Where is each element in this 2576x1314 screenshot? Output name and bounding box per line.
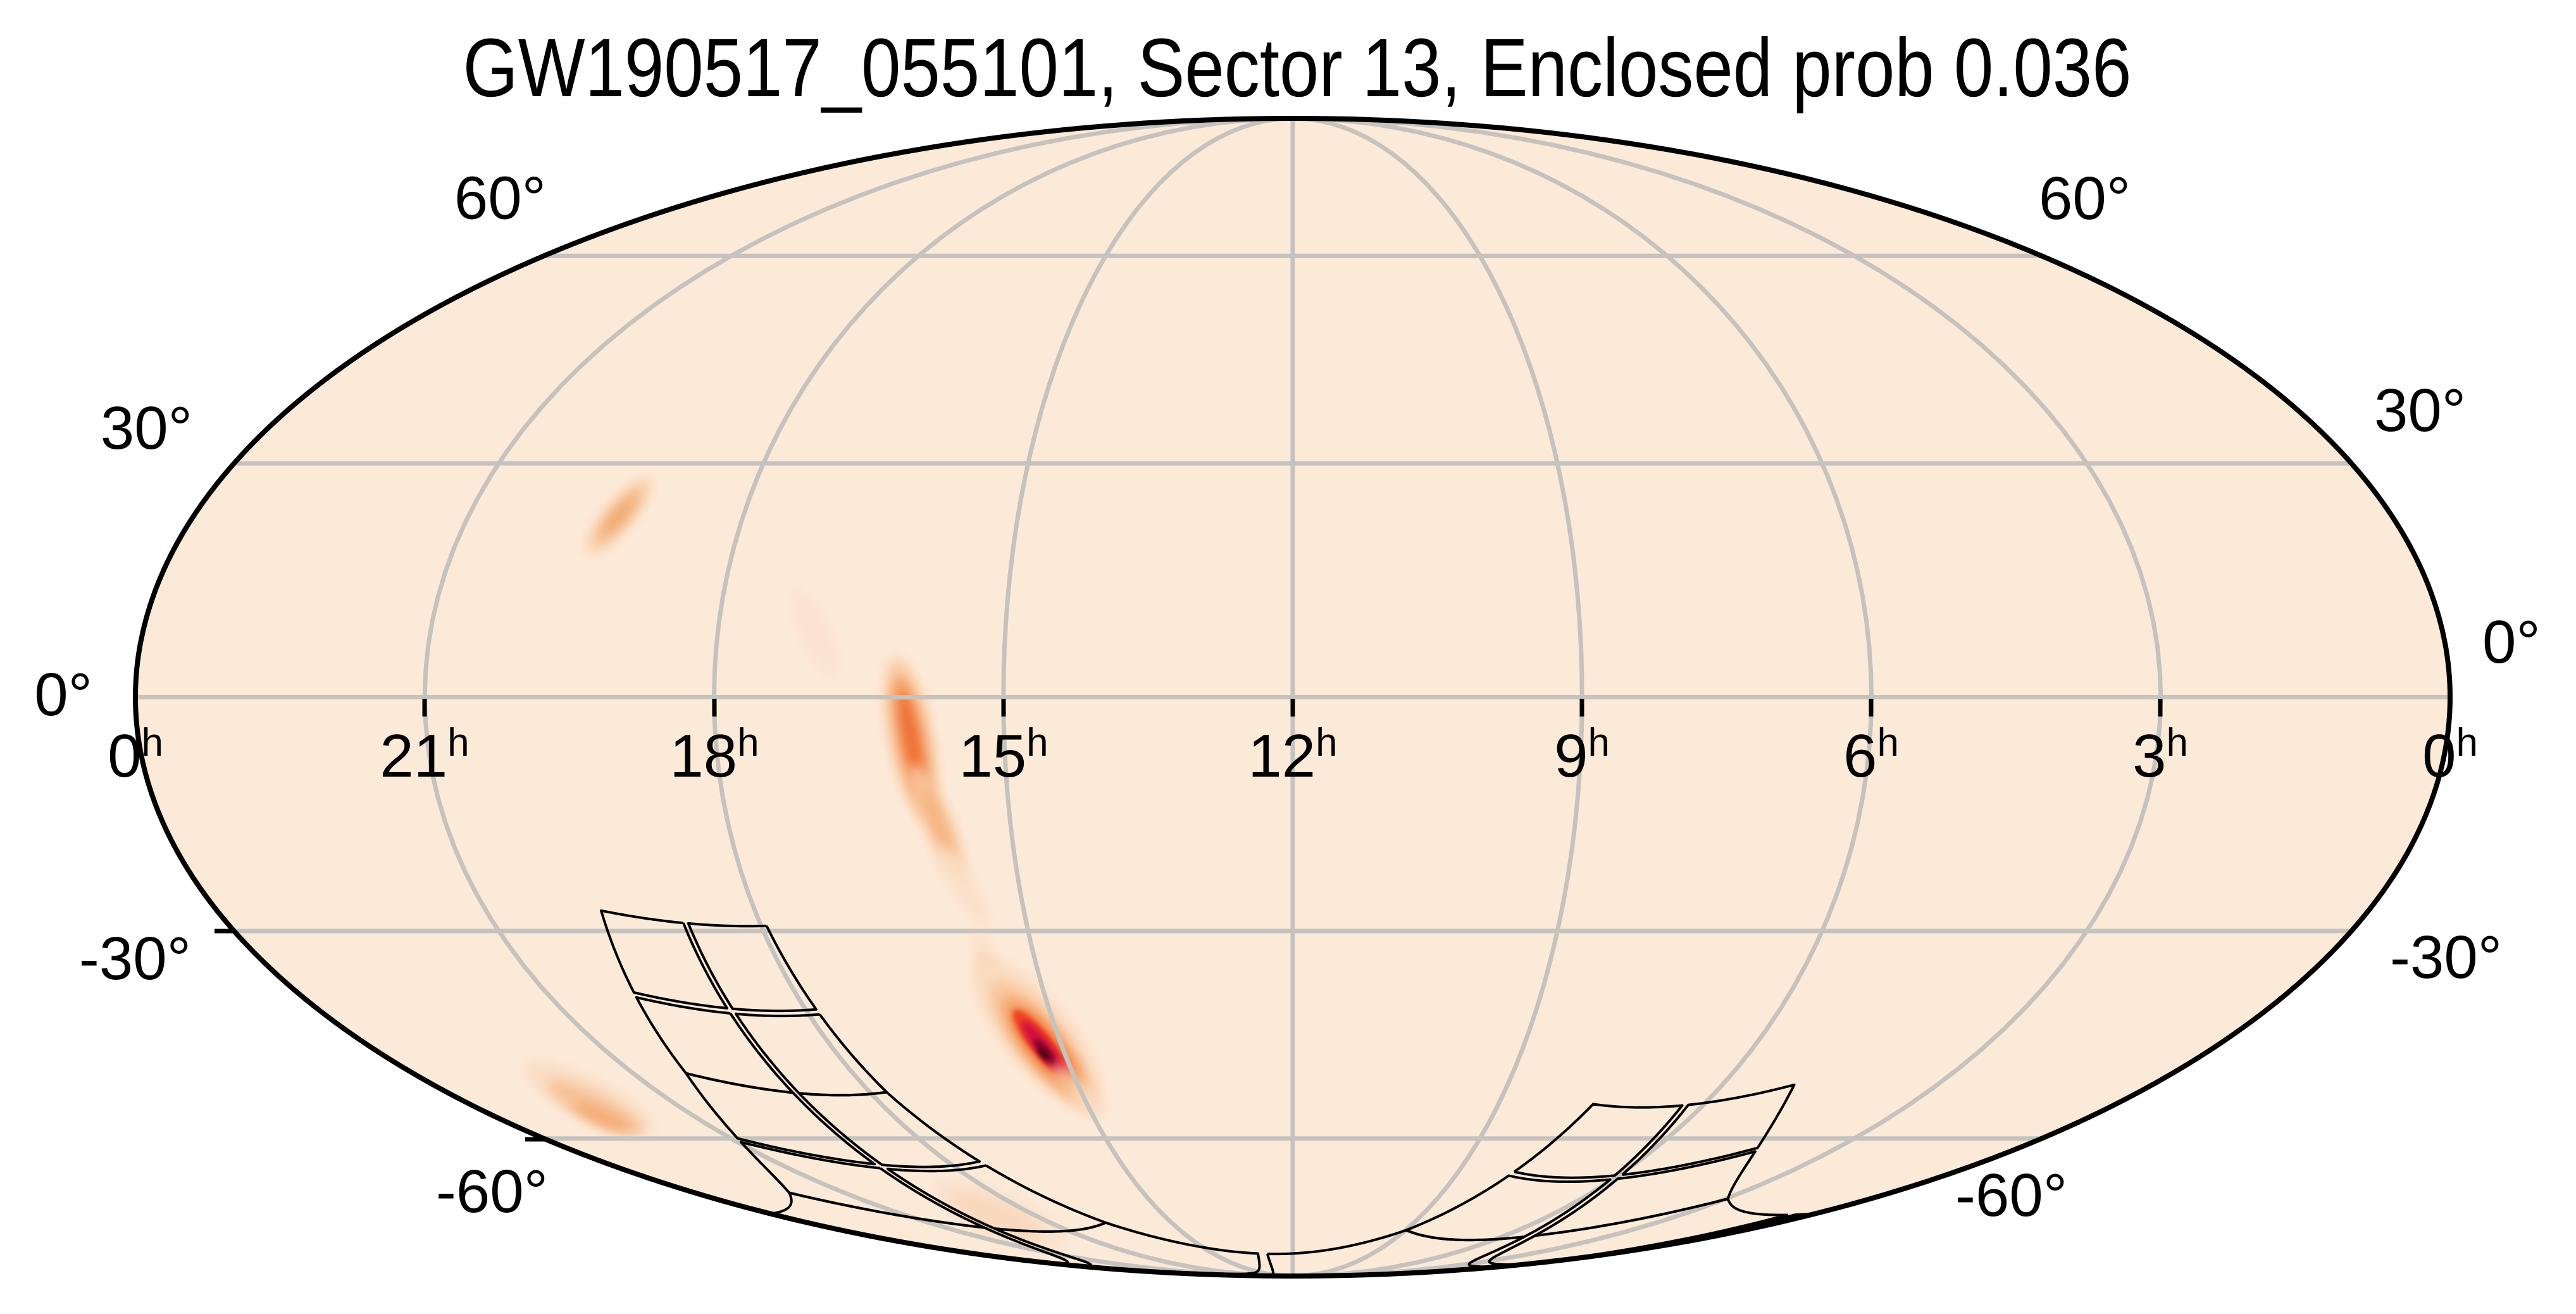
svg-text:0°: 0° (34, 661, 92, 729)
svg-text:-30°: -30° (79, 925, 191, 992)
svg-text:-60°: -60° (436, 1158, 548, 1225)
svg-text:30°: 30° (2374, 377, 2466, 444)
svg-text:GW190517_055101, Sector 13, En: GW190517_055101, Sector 13, Enclosed pro… (463, 21, 2132, 114)
svg-text:60°: 60° (454, 165, 546, 232)
svg-text:60°: 60° (2039, 165, 2131, 232)
svg-text:0°: 0° (2482, 608, 2541, 676)
svg-text:-30°: -30° (2390, 923, 2502, 991)
svg-text:-60°: -60° (1955, 1161, 2067, 1229)
svg-text:30°: 30° (101, 394, 192, 462)
svg-text:0h: 0h (2422, 721, 2478, 790)
